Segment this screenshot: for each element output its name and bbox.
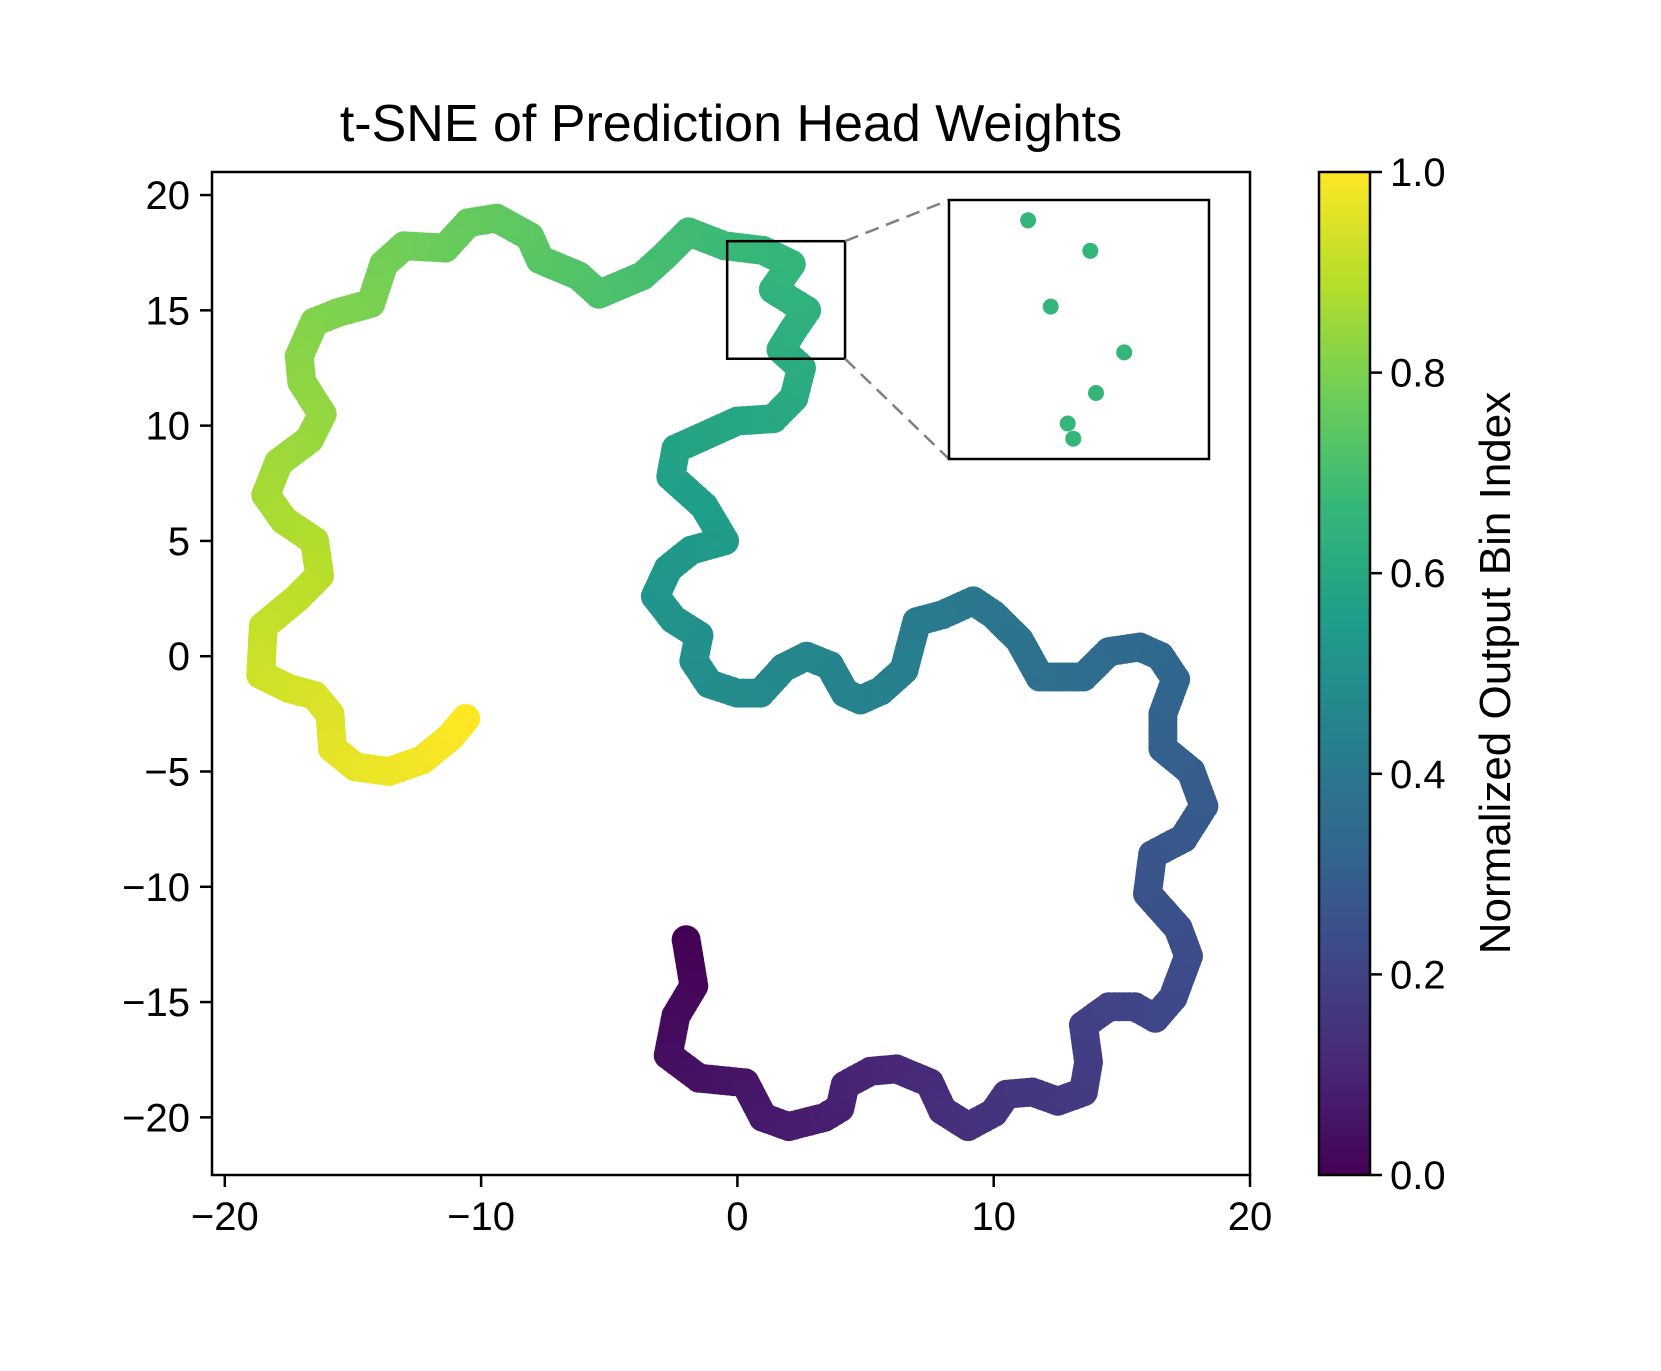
scatter-point (451, 704, 481, 733)
x-tick-label: 20 (1228, 1195, 1273, 1239)
colorbar-tick-label: 0.4 (1390, 753, 1446, 797)
y-tick-label: −10 (122, 866, 190, 910)
inset-point (1088, 385, 1104, 401)
chart-title: t-SNE of Prediction Head Weights (340, 95, 1122, 153)
colorbar (1317, 170, 1372, 1177)
y-tick-label: 0 (168, 635, 190, 679)
colorbar-tick-label: 1.0 (1390, 151, 1446, 195)
scatter-points (246, 203, 1219, 1142)
colorbar-tick-label: 0.8 (1390, 352, 1446, 396)
x-axis: −20 −10 0 10 20 (191, 1175, 1272, 1239)
y-tick-label: 10 (146, 405, 191, 449)
y-tick-label: −5 (144, 750, 190, 794)
inset-point (1082, 242, 1099, 259)
zoom-connector-top (844, 198, 950, 243)
colorbar-label: Normalized Output Bin Index (1471, 392, 1520, 955)
inset-points (1020, 212, 1133, 447)
zoom-source-box (725, 239, 847, 361)
zoom-connector-bottom (844, 357, 950, 460)
y-tick-label: 15 (146, 289, 191, 333)
inset-point (1065, 430, 1082, 447)
inset-point (1020, 212, 1037, 229)
colorbar-ticks: 0.0 0.2 0.4 0.6 0.8 1.0 (1370, 151, 1446, 1198)
x-tick-label: 10 (971, 1195, 1016, 1239)
colorbar-tick-label: 0.2 (1390, 953, 1446, 997)
plot-frame (210, 170, 1252, 1177)
y-tick-label: −15 (122, 981, 190, 1025)
inset-box (947, 198, 1211, 461)
y-tick-label: −20 (122, 1096, 190, 1140)
y-tick-label: 5 (168, 520, 190, 564)
inset-point (1042, 298, 1059, 315)
colorbar-tick-label: 0.0 (1390, 1154, 1446, 1198)
y-tick-label: 20 (146, 174, 191, 218)
x-tick-label: 0 (726, 1195, 748, 1239)
inset-point (1116, 344, 1133, 361)
inset-point (1059, 415, 1076, 432)
x-tick-label: −20 (191, 1195, 259, 1239)
x-tick-label: −10 (447, 1195, 515, 1239)
colorbar-tick-label: 0.6 (1390, 552, 1446, 596)
y-axis: 20 15 10 5 0 −5 −10 −15 −20 (122, 174, 212, 1140)
